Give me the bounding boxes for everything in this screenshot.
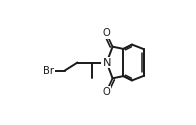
Text: O: O [103, 86, 111, 97]
Text: O: O [103, 28, 111, 38]
Text: Br: Br [43, 66, 54, 76]
Text: N: N [102, 58, 111, 68]
